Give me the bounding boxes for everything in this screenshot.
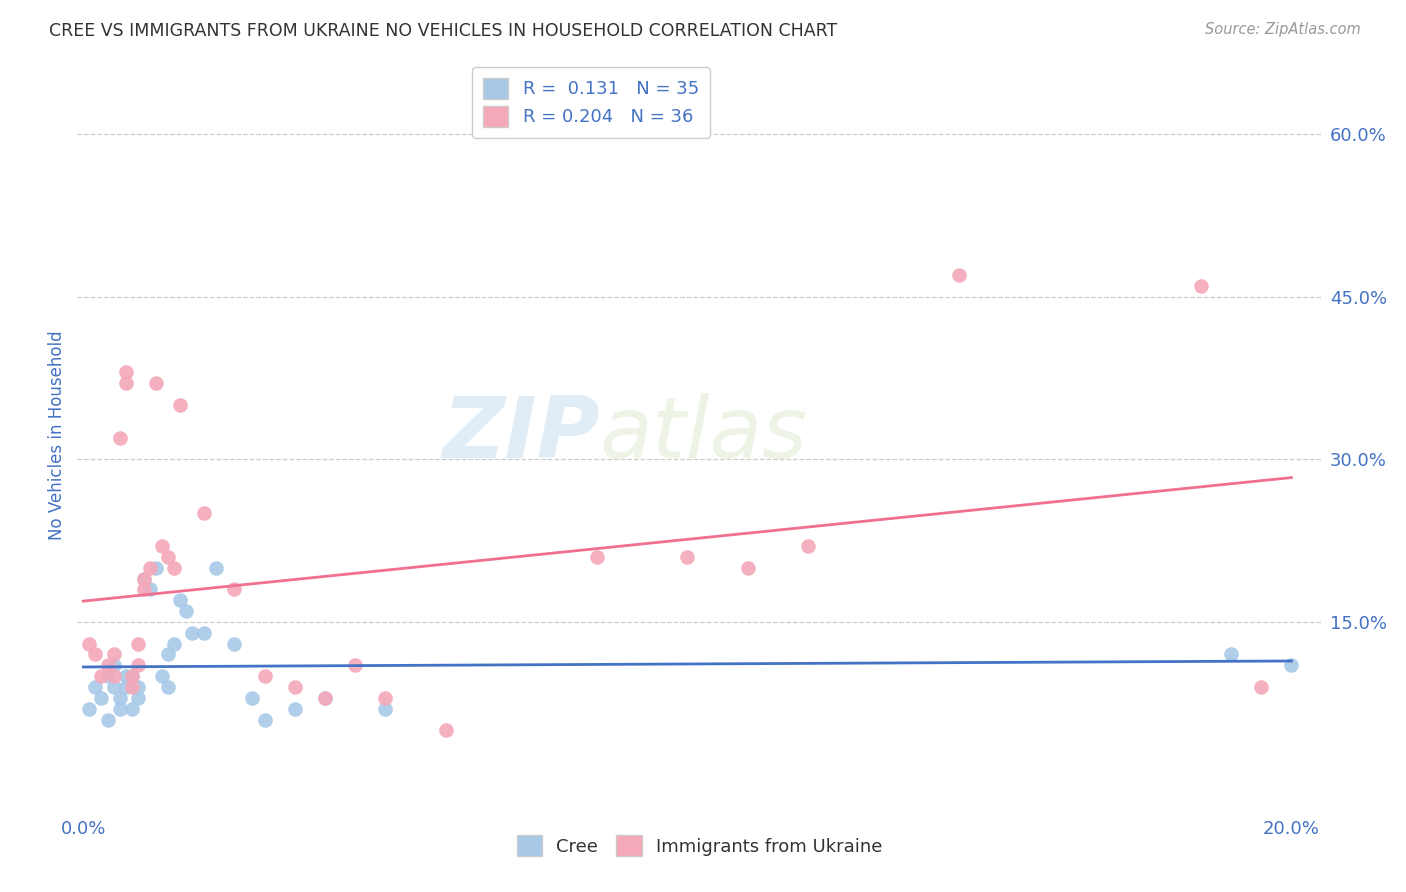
Point [205, 560, 228, 574]
Point [150, 539, 173, 553]
Point [1250, 680, 1272, 694]
Point [163, 560, 186, 574]
Point [163, 637, 186, 651]
Point [156, 680, 179, 694]
Point [79, 701, 101, 715]
Point [181, 625, 204, 640]
Point [127, 680, 149, 694]
Point [132, 572, 155, 586]
Point [96, 713, 118, 727]
Point [193, 507, 215, 521]
Point [193, 625, 215, 640]
Point [1281, 658, 1303, 673]
Point [139, 582, 162, 597]
Text: CREE VS IMMIGRANTS FROM UKRAINE NO VEHICLES IN HOUSEHOLD CORRELATION CHART: CREE VS IMMIGRANTS FROM UKRAINE NO VEHIC… [49, 22, 838, 40]
Point [145, 376, 167, 391]
Point [224, 582, 246, 597]
Point [139, 560, 162, 574]
Point [314, 690, 336, 705]
Point [174, 604, 197, 618]
Point [84, 680, 107, 694]
Point [127, 637, 149, 651]
Point [676, 549, 699, 564]
Point [242, 690, 264, 705]
Point [79, 637, 101, 651]
Point [344, 658, 367, 673]
Text: atlas: atlas [600, 393, 808, 476]
Point [108, 690, 131, 705]
Point [114, 366, 136, 380]
Point [103, 648, 125, 662]
Point [121, 669, 143, 683]
Legend: Cree, Immigrants from Ukraine: Cree, Immigrants from Ukraine [506, 824, 893, 867]
Point [253, 669, 276, 683]
Point [114, 376, 136, 391]
Point [156, 648, 179, 662]
Point [127, 690, 149, 705]
Point [96, 669, 118, 683]
Point [169, 593, 191, 607]
Point [169, 398, 191, 412]
Point [145, 560, 167, 574]
Point [127, 658, 149, 673]
Point [374, 701, 396, 715]
Point [314, 690, 336, 705]
Point [374, 690, 396, 705]
Point [121, 701, 143, 715]
Point [84, 648, 107, 662]
Point [737, 560, 759, 574]
Point [132, 582, 155, 597]
Point [284, 680, 307, 694]
Point [585, 549, 607, 564]
Point [434, 723, 457, 738]
Text: ZIP: ZIP [443, 393, 600, 476]
Point [121, 680, 143, 694]
Point [103, 680, 125, 694]
Point [150, 669, 173, 683]
Point [108, 701, 131, 715]
Point [132, 572, 155, 586]
Y-axis label: No Vehicles in Household: No Vehicles in Household [48, 330, 66, 540]
Point [108, 431, 131, 445]
Point [114, 680, 136, 694]
Point [253, 713, 276, 727]
Point [948, 268, 970, 282]
Point [114, 669, 136, 683]
Point [96, 658, 118, 673]
Point [103, 658, 125, 673]
Text: Source: ZipAtlas.com: Source: ZipAtlas.com [1205, 22, 1361, 37]
Point [1220, 648, 1243, 662]
Point [90, 669, 112, 683]
Point [1189, 278, 1212, 293]
Point [797, 539, 820, 553]
Point [90, 690, 112, 705]
Point [284, 701, 307, 715]
Point [156, 549, 179, 564]
Point [103, 669, 125, 683]
Point [224, 637, 246, 651]
Point [121, 669, 143, 683]
